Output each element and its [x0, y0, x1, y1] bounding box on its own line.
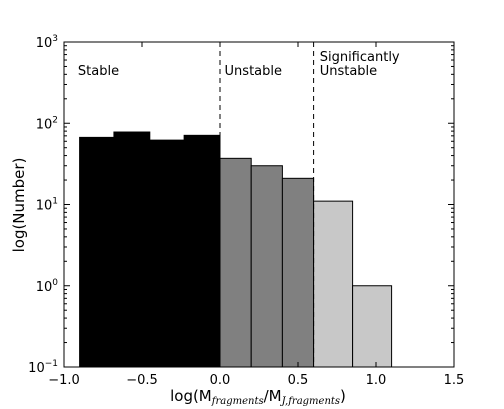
- region-label-0-line-0: Stable: [78, 64, 119, 79]
- y-tick-label-4: 103: [36, 34, 58, 51]
- histogram-bar-0: [79, 136, 115, 368]
- x-tick-label-5: 1.5: [444, 373, 465, 388]
- x-axis-label: log(Mfragments/MJ,fragments): [170, 387, 346, 407]
- x-axis-label-sub2: J,fragments: [280, 396, 340, 407]
- y-tick-label-2: 101: [36, 197, 58, 214]
- divider-lines: [219, 42, 315, 367]
- histogram-bar-5: [250, 165, 283, 368]
- y-tick-base-0: 10: [28, 361, 45, 376]
- y-tick-base-4: 10: [36, 36, 53, 51]
- histogram-bar-1: [113, 131, 151, 368]
- bars-group: [79, 131, 393, 368]
- y-tick-exp-4: 3: [52, 34, 58, 44]
- x-tick-label-3: 0.5: [288, 373, 309, 388]
- y-tick-base-1: 10: [36, 280, 53, 295]
- x-tick-label-2: 0.0: [210, 373, 231, 388]
- histogram-bar-2: [149, 139, 185, 368]
- y-tick-exp-1: 0: [52, 278, 58, 288]
- region-label-0: Stable: [78, 64, 119, 79]
- x-axis-label-prefix: log(M: [170, 387, 212, 405]
- x-tick-label-1: −0.5: [126, 373, 158, 388]
- histogram-bar-8: [352, 285, 393, 368]
- histogram-bar-7: [313, 200, 354, 368]
- histogram-bar-3: [183, 134, 221, 368]
- y-axis-label: log(Number): [10, 158, 28, 253]
- y-tick-label-1: 100: [36, 278, 59, 295]
- region-label-1: Unstable: [225, 64, 282, 79]
- x-axis-label-sub1: fragments: [211, 396, 264, 407]
- histogram-bar-6: [281, 177, 315, 368]
- y-tick-label-3: 102: [36, 115, 58, 132]
- region-label-2-line-1: Unstable: [320, 64, 377, 79]
- y-tick-exp-2: 1: [52, 197, 58, 207]
- x-axis-label-suffix: ): [340, 387, 346, 405]
- x-tick-label-0: −1.0: [48, 373, 80, 388]
- region-label-2-line-0: Significantly: [320, 50, 400, 65]
- y-tick-label-0: 10−1: [28, 359, 58, 376]
- histogram-bar-4: [219, 157, 252, 368]
- x-axis-ticks: −1.0 −0.5 0.0 0.5 1.0 1.5: [48, 42, 464, 388]
- y-tick-base-2: 10: [36, 199, 53, 214]
- x-axis-label-mid: /M: [264, 387, 282, 405]
- region-label-2: Significantly Unstable: [320, 50, 400, 79]
- region-label-1-line-0: Unstable: [225, 64, 282, 79]
- y-tick-base-3: 10: [36, 117, 53, 132]
- x-tick-label-4: 1.0: [366, 373, 387, 388]
- y-tick-exp-0: −1: [45, 359, 58, 369]
- y-tick-exp-3: 2: [52, 115, 58, 125]
